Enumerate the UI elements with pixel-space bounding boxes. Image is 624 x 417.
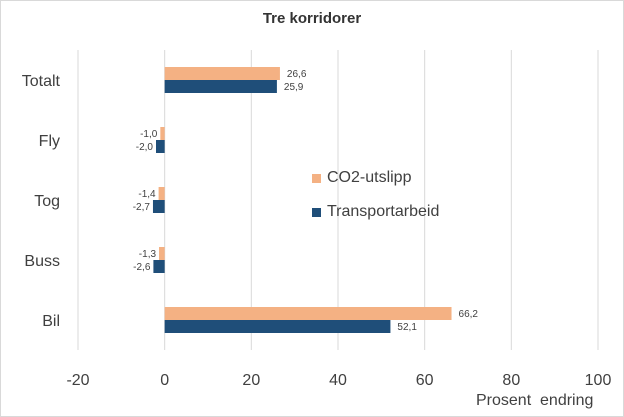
y-tick-label-3: Buss bbox=[24, 253, 60, 270]
bar-1-4 bbox=[164, 320, 391, 333]
x-axis-title: Prosent endring bbox=[476, 392, 594, 409]
x-tick-label-1: 0 bbox=[160, 372, 169, 389]
legend-label-co2: CO2-utslipp bbox=[327, 169, 412, 186]
bar-1-3 bbox=[153, 260, 165, 273]
bar-1-1 bbox=[156, 140, 165, 153]
x-tick-label-0: -20 bbox=[66, 372, 89, 389]
data-label-1-0: 25,9 bbox=[284, 82, 304, 93]
y-tick-label-4: Bil bbox=[42, 313, 60, 330]
legend-swatch-co2 bbox=[312, 173, 321, 183]
bar-0-0 bbox=[164, 67, 280, 80]
legend-label-transport: Transportarbeid bbox=[327, 203, 440, 220]
bar-0-3 bbox=[159, 247, 165, 260]
x-tick-label-6: 100 bbox=[585, 372, 612, 389]
data-label-1-4: 52,1 bbox=[397, 322, 417, 333]
y-tick-label-0: Totalt bbox=[22, 73, 61, 90]
x-tick-label-5: 80 bbox=[502, 372, 520, 389]
y-tick-label-2: Tog bbox=[34, 193, 60, 210]
data-label-0-3: -1,3 bbox=[139, 249, 157, 260]
bar-0-1 bbox=[160, 127, 165, 140]
data-label-1-2: -2,7 bbox=[133, 202, 151, 213]
legend-swatch-transport bbox=[312, 207, 321, 217]
legend-item-co2: CO2-utslipp bbox=[312, 168, 439, 188]
x-tick-label-4: 60 bbox=[416, 372, 434, 389]
data-label-0-1: -1,0 bbox=[140, 129, 158, 140]
data-label-0-4: 66,2 bbox=[459, 309, 479, 320]
chart-title: Tre korridorer bbox=[262, 10, 362, 27]
x-tick-label-3: 40 bbox=[329, 372, 347, 389]
bar-0-4 bbox=[164, 307, 452, 320]
chart-legend: CO2-utslipp Transportarbeid bbox=[312, 168, 439, 236]
data-label-1-3: -2,6 bbox=[133, 262, 151, 273]
legend-item-transport: Transportarbeid bbox=[312, 202, 439, 222]
data-label-1-1: -2,0 bbox=[136, 142, 154, 153]
bar-0-2 bbox=[158, 187, 165, 200]
y-tick-label-1: Fly bbox=[39, 133, 60, 150]
x-tick-label-2: 20 bbox=[242, 372, 260, 389]
bar-1-0 bbox=[164, 80, 277, 93]
bar-1-2 bbox=[152, 200, 165, 213]
data-label-0-2: -1,4 bbox=[138, 189, 156, 200]
data-label-0-0: 26,6 bbox=[287, 69, 307, 80]
